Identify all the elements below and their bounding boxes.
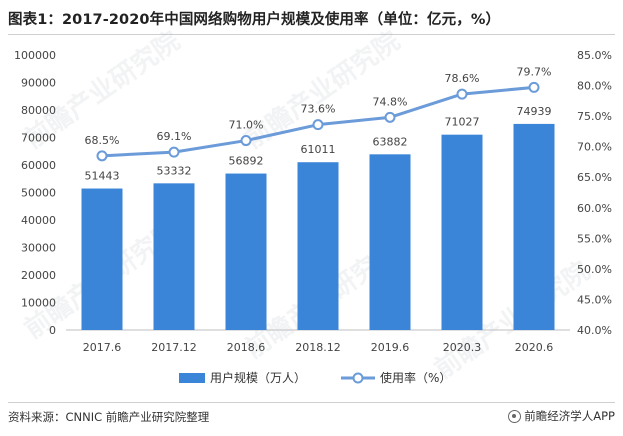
line-point	[456, 88, 468, 100]
right-axis-tick-label: 50.0%	[577, 263, 612, 276]
left-axis-tick-label: 80000	[21, 104, 56, 117]
combo-chart: 0 10000 20000 30000 40000 50000 60000 70000 8000…	[14, 49, 612, 385]
left-axis-tick-label: 10000	[21, 297, 56, 310]
right-axis-tick-label: 40.0%	[577, 324, 612, 337]
bar	[297, 162, 339, 330]
legend-line-label: 使用率（%）	[380, 370, 451, 385]
line-point	[528, 81, 540, 93]
brand-credit: 前瞻经济学人APP	[508, 408, 615, 424]
right-axis-tick-label: 55.0%	[577, 232, 612, 245]
right-axis-tick-label: 85.0%	[577, 49, 612, 62]
left-axis-tick-label: 40000	[21, 214, 56, 227]
line-value-label: 71.0%	[229, 119, 264, 132]
title-divider	[8, 34, 615, 35]
line-point	[168, 146, 180, 158]
x-axis-tick-label: 2018.12	[295, 341, 341, 354]
x-axis-tick-label: 2020.3	[443, 341, 482, 354]
x-axis-tick-label: 2017.12	[151, 341, 197, 354]
legend-bar-label: 用户规模（万人）	[210, 370, 306, 385]
left-axis-tick-label: 100000	[14, 49, 56, 62]
legend-bar-swatch	[179, 373, 205, 383]
qianzhan-logo-icon	[508, 409, 522, 423]
x-axis-tick-label: 2017.6	[83, 341, 122, 354]
page-title: 图表1：2017-2020年中国网络购物用户规模及使用率（单位：亿元，%）	[8, 12, 501, 28]
left-axis-tick-label: 30000	[21, 242, 56, 255]
x-axis-tick-label: 2018.6	[227, 341, 266, 354]
line-point	[96, 150, 108, 162]
line-value-label: 74.8%	[373, 95, 408, 108]
bar	[513, 123, 555, 330]
footer-divider	[8, 402, 615, 403]
bar-value-label: 63882	[373, 135, 408, 148]
source-note: 资料来源：CNNIC 前瞻产业研究院整理	[8, 410, 210, 424]
right-axis-tick-label: 75.0%	[577, 110, 612, 123]
right-axis-tick-label: 60.0%	[577, 202, 612, 215]
left-axis-tick-label: 60000	[21, 159, 56, 172]
bar-value-label: 74939	[517, 105, 552, 118]
line-point	[384, 111, 396, 123]
bar	[81, 188, 123, 330]
legend-line-marker	[352, 372, 364, 384]
bar	[225, 173, 267, 330]
bar	[441, 134, 483, 330]
left-axis-tick-label: 0	[49, 324, 56, 337]
bar-value-label: 61011	[301, 143, 336, 156]
right-axis-tick-label: 70.0%	[577, 141, 612, 154]
bar-value-label: 51443	[85, 170, 120, 183]
x-axis-tick-label: 2019.6	[371, 341, 410, 354]
brand-name: 前瞻经济学人APP	[524, 409, 615, 423]
right-axis-tick-label: 65.0%	[577, 171, 612, 184]
left-axis-tick-label: 90000	[21, 77, 56, 90]
line-point	[240, 135, 252, 147]
left-axis-tick-label: 70000	[21, 132, 56, 145]
bar-value-label: 71027	[445, 116, 480, 129]
line-point	[312, 119, 324, 131]
line-value-label: 68.5%	[85, 134, 120, 147]
bar-value-label: 53332	[157, 164, 192, 177]
bar	[369, 154, 411, 330]
line-value-label: 78.6%	[445, 72, 480, 85]
right-axis-tick-label: 80.0%	[577, 80, 612, 93]
line-value-label: 69.1%	[157, 130, 192, 143]
line-value-label: 73.6%	[301, 103, 336, 116]
right-axis-tick-label: 45.0%	[577, 293, 612, 306]
x-axis-tick-label: 2020.6	[515, 341, 554, 354]
bar	[153, 183, 195, 330]
left-axis-tick-label: 50000	[21, 187, 56, 200]
bar-value-label: 56892	[229, 155, 264, 168]
left-axis-tick-label: 20000	[21, 269, 56, 282]
line-value-label: 79.7%	[517, 65, 552, 78]
